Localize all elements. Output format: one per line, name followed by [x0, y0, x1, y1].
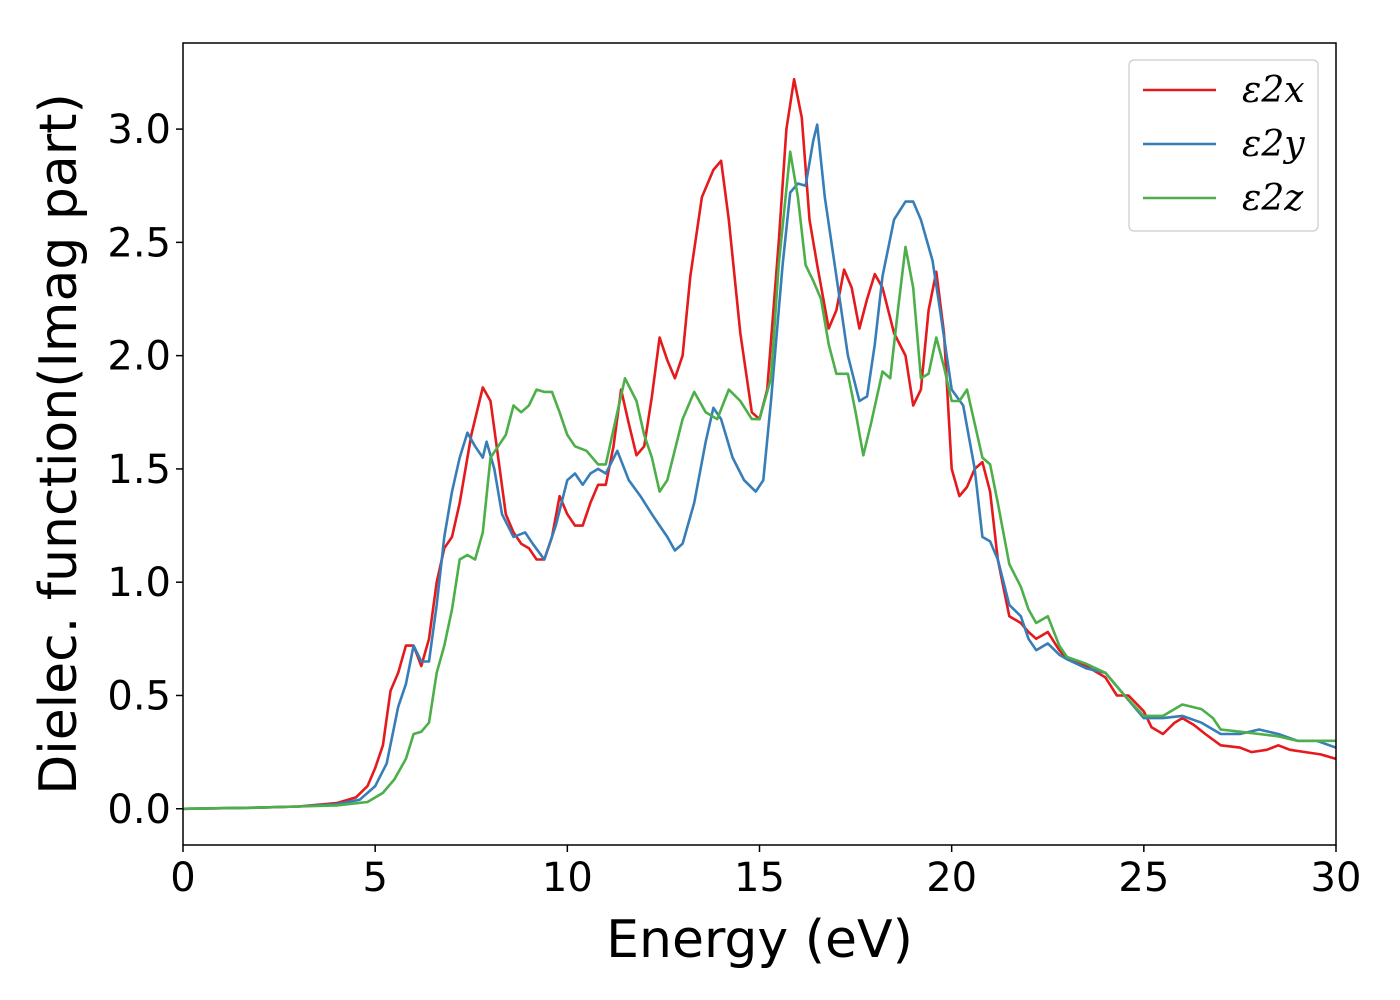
x-tick-label: 30 [1311, 855, 1362, 901]
x-tick-label: 15 [734, 855, 785, 901]
x-axis-title: Energy (eV) [606, 910, 913, 970]
y-tick-label: 0.5 [107, 673, 171, 719]
y-tick-label: 3.0 [107, 107, 171, 153]
x-tick-label: 0 [170, 855, 195, 901]
series-line-1 [183, 77, 1336, 811]
x-tick-label: 5 [362, 855, 387, 901]
series-line-3 [183, 150, 1336, 811]
series-line-2 [183, 123, 1336, 811]
legend-label: ε2z [1242, 178, 1304, 219]
y-axis-title: Dielec. function(Imag part) [29, 93, 89, 795]
x-tick-label: 25 [1118, 855, 1169, 901]
legend: ε2x ε2y ε2z [1128, 59, 1319, 232]
y-tick-label: 1.5 [107, 447, 171, 493]
x-tick-label: 20 [926, 855, 977, 901]
y-tick-label: 0.0 [107, 787, 171, 833]
y-tick-label: 1.0 [107, 560, 171, 606]
y-axis: 0.0 0.5 1.0 1.5 2.0 2.5 3.0 [107, 107, 183, 833]
y-tick-label: 2.0 [107, 334, 171, 380]
x-axis: 0 5 10 15 20 25 30 [170, 845, 1361, 901]
legend-label: ε2x [1242, 70, 1305, 111]
x-tick-label: 10 [542, 855, 593, 901]
y-tick-label: 2.5 [107, 220, 171, 266]
series-layer [183, 77, 1336, 811]
legend-label: ε2y [1242, 124, 1305, 165]
legend-box [1128, 59, 1319, 232]
